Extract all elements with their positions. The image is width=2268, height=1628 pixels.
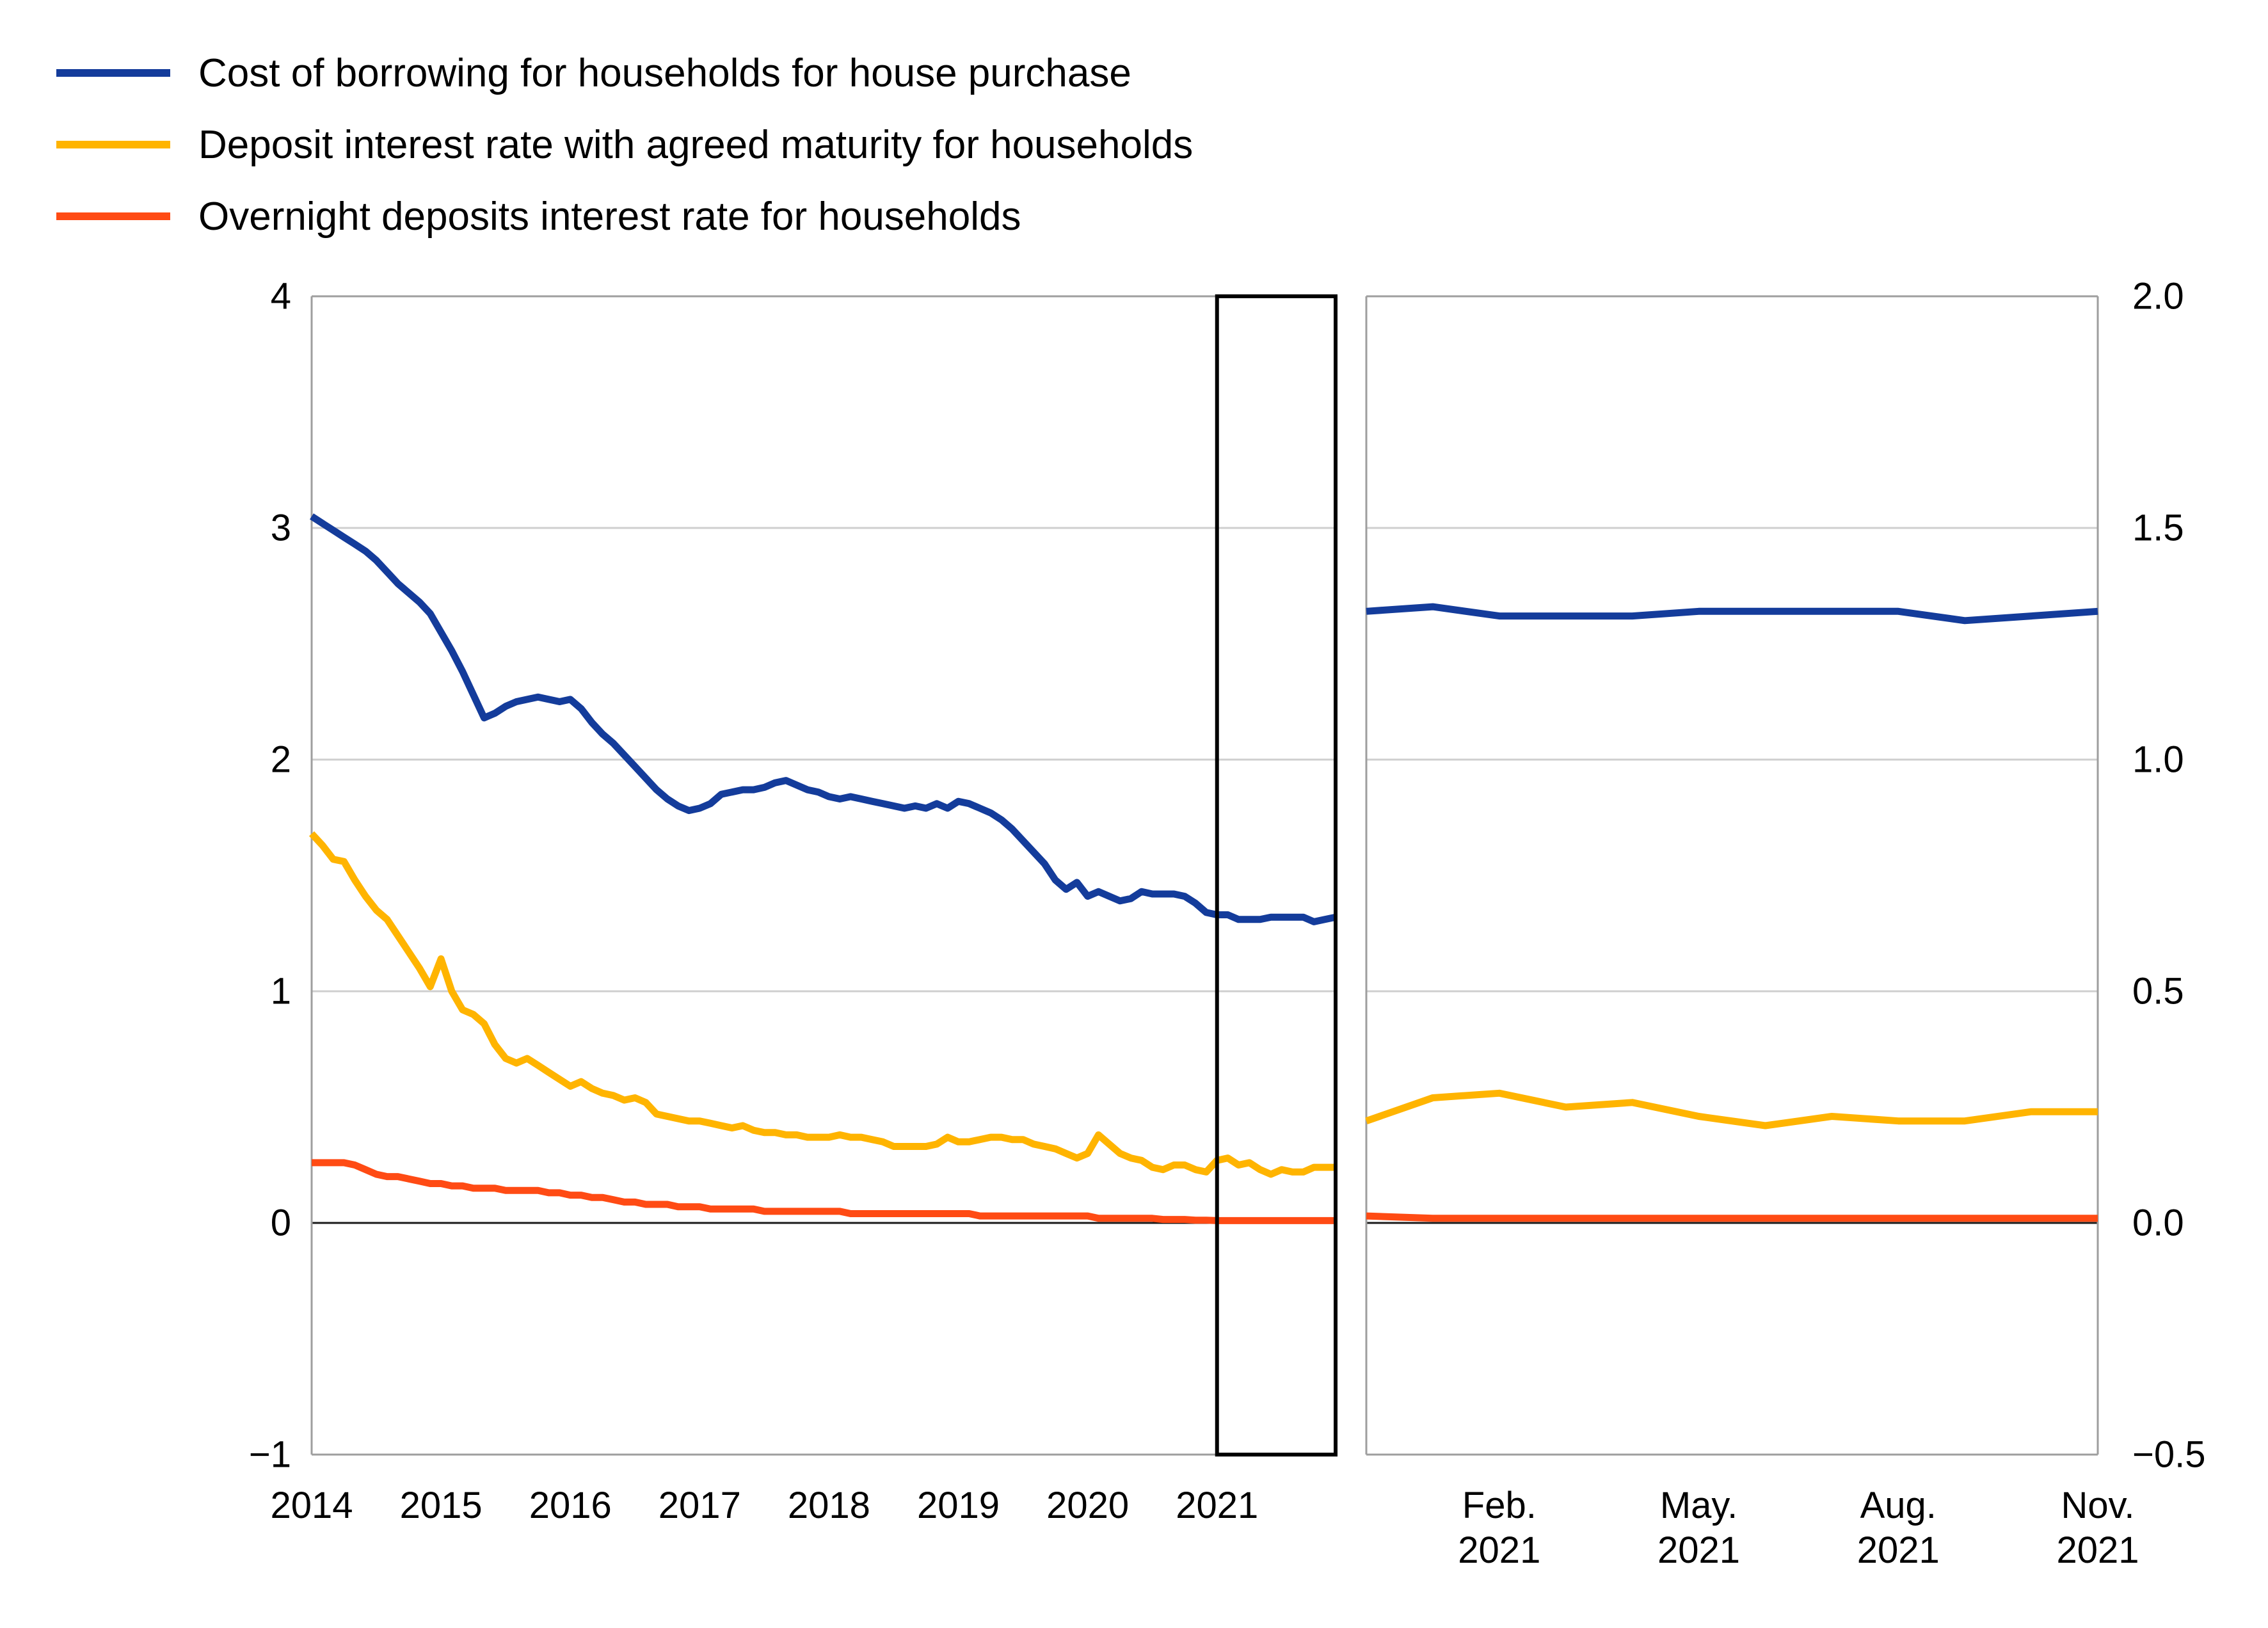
x-tick-label-2016: 2016 <box>529 1485 612 1526</box>
x-tick-label-year-2021: 2021 <box>1657 1529 1740 1571</box>
x-tick-label-2021: 2021 <box>1176 1485 1258 1526</box>
y-tick-label-right-0.0: 0.0 <box>2132 1202 2184 1244</box>
legend-label-overnight-rate: Overnight deposits interest rate for hou… <box>198 194 1021 239</box>
legend-item-overnight-rate: Overnight deposits interest rate for hou… <box>56 180 1193 252</box>
legend-item-deposit-rate: Deposit interest rate with agreed maturi… <box>56 109 1193 180</box>
y-tick-label-right-−0.5: −0.5 <box>2132 1434 2206 1476</box>
series-line-overnight-rate-right <box>1366 1212 2098 1222</box>
x-tick-label-year-2021: 2021 <box>2056 1529 2139 1571</box>
series-line-overnight-rate-left <box>312 1159 1336 1224</box>
x-tick-label-Nov.-2021: Nov. <box>2061 1485 2135 1526</box>
x-tick-label-year-2021: 2021 <box>1458 1529 1540 1571</box>
x-tick-label-2020: 2020 <box>1046 1485 1129 1526</box>
legend-swatch-cost-of-borrowing-icon <box>56 69 170 77</box>
x-tick-label-2015: 2015 <box>400 1485 483 1526</box>
y-tick-label-right-1.5: 1.5 <box>2132 507 2184 549</box>
y-tick-label-left-−1: −1 <box>249 1434 291 1476</box>
right-panel: 2.01.51.00.50.0−0.5Feb.2021May.2021Aug.2… <box>1365 276 2206 1571</box>
y-tick-label-right-0.5: 0.5 <box>2132 971 2184 1012</box>
x-tick-label-2019: 2019 <box>917 1485 1000 1526</box>
x-tick-label-2017: 2017 <box>659 1485 741 1526</box>
y-tick-label-left-4: 4 <box>271 276 291 317</box>
y-tick-label-right-1.0: 1.0 <box>2132 739 2184 781</box>
y-tick-label-left-0: 0 <box>271 1202 291 1244</box>
legend: Cost of borrowing for households for hou… <box>56 37 1193 252</box>
y-tick-label-left-2: 2 <box>271 739 291 781</box>
series-line-deposit-rate-left <box>308 831 1336 1178</box>
y-tick-label-right-2.0: 2.0 <box>2132 276 2184 317</box>
series-line-deposit-rate-right <box>1365 1089 2098 1129</box>
legend-item-cost-of-borrowing: Cost of borrowing for households for hou… <box>56 37 1193 109</box>
x-tick-label-year-2021: 2021 <box>1857 1529 1940 1571</box>
legend-label-cost-of-borrowing: Cost of borrowing for households for hou… <box>198 51 1131 95</box>
series-line-cost-of-borrowing-right <box>1366 603 2098 625</box>
x-tick-label-Feb.-2021: Feb. <box>1462 1485 1537 1526</box>
highlight-2021-box <box>1215 294 1338 1456</box>
left-panel: 4 3 2 1 0 −1 2014 2015 2016 2017 2018 2019 2020 2021 <box>249 276 1338 1526</box>
y-tick-label-left-1: 1 <box>271 971 291 1012</box>
x-tick-label-May.-2021: May. <box>1660 1485 1737 1526</box>
series-line-cost-of-borrowing-left <box>310 513 1337 925</box>
x-tick-label-Aug.-2021: Aug. <box>1860 1485 1937 1526</box>
legend-swatch-deposit-rate-icon <box>56 141 170 148</box>
x-tick-label-2014: 2014 <box>270 1485 353 1526</box>
y-tick-label-left-3: 3 <box>271 507 291 549</box>
legend-label-deposit-rate: Deposit interest rate with agreed maturi… <box>198 122 1194 167</box>
legend-swatch-overnight-rate-icon <box>56 212 170 220</box>
x-tick-label-2018: 2018 <box>788 1485 870 1526</box>
